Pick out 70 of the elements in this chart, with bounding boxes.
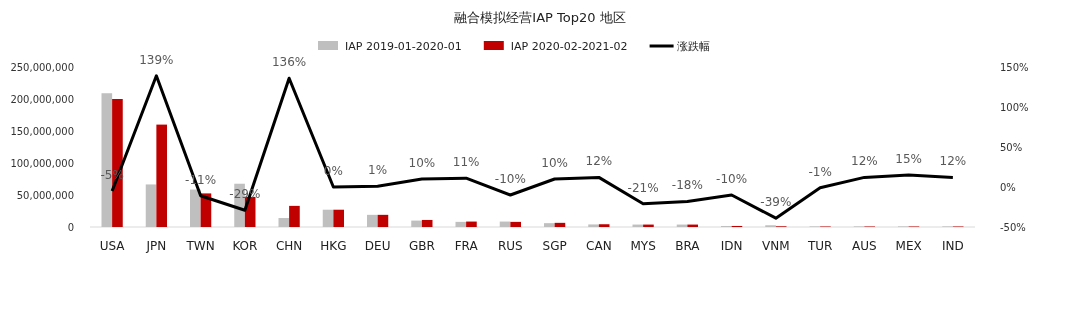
data-label: 11% (452, 155, 480, 170)
bar (289, 205, 300, 227)
data-label: 10% (541, 156, 568, 170)
bar (588, 224, 599, 227)
bar (322, 209, 334, 227)
legend-label: IAP 2019-01-2020-01 (345, 40, 462, 53)
data-label: -39% (760, 195, 792, 210)
legend-label: 涨跌幅 (676, 40, 710, 53)
y2-tick-label: 0% (1000, 182, 1016, 193)
bar (455, 221, 467, 227)
y-tick-label: 150,000,000 (10, 126, 74, 137)
data-label: -5% (100, 168, 124, 182)
x-tick-label: GBR (408, 239, 435, 253)
data-label: -21% (627, 180, 659, 195)
x-tick-label: MYS (630, 239, 656, 253)
x-tick-label: KOR (232, 239, 258, 253)
bar (510, 221, 521, 227)
data-label: 12% (585, 154, 613, 169)
bar (377, 214, 389, 227)
legend-label: IAP 2020-02-2021-02 (510, 40, 628, 53)
data-label: 1% (368, 163, 388, 178)
x-tick-label: AUS (852, 239, 877, 253)
bar (411, 220, 422, 227)
data-label: -10% (494, 172, 526, 186)
data-label: -1% (808, 164, 832, 179)
bar (367, 214, 378, 227)
x-tick-label: CHN (275, 239, 303, 253)
x-tick-label: MEX (895, 239, 922, 253)
y2-tick-label: -50% (1000, 222, 1026, 233)
x-tick-label: SGP (542, 239, 567, 253)
bar (333, 209, 344, 227)
data-label: 12% (939, 154, 967, 169)
x-tick-label: TWN (185, 239, 215, 253)
x-tick-label: DEU (364, 239, 391, 253)
y-tick-label: 0 (67, 222, 74, 233)
x-tick-label: USA (99, 239, 126, 253)
y2-tick-label: 100% (1000, 102, 1029, 113)
chart-title: 融合模拟经营IAP Top20 地区 (454, 10, 626, 25)
x-tick-label: CAN (586, 239, 612, 253)
bar (421, 219, 433, 227)
data-label: 139% (139, 52, 174, 67)
x-tick-label: IDN (720, 239, 743, 253)
data-label: -18% (671, 178, 703, 193)
bar (278, 218, 290, 227)
y-tick-label: 250,000,000 (10, 62, 74, 73)
y-tick-label: 50,000,000 (16, 190, 74, 201)
x-tick-label: RUS (498, 239, 523, 253)
data-label: 15% (895, 152, 922, 166)
x-tick-label: IND (941, 239, 964, 253)
data-label: 136% (271, 55, 307, 70)
x-tick-label: HKG (320, 239, 347, 253)
y2-tick-label: 150% (1000, 62, 1029, 73)
bar (598, 224, 610, 227)
x-tick-label: TUR (806, 239, 833, 253)
bar (544, 223, 555, 227)
bar (554, 222, 566, 227)
bar (145, 184, 157, 227)
y-tick-label: 100,000,000 (10, 158, 74, 169)
bar (156, 124, 167, 227)
y-tick-label: 200,000,000 (10, 94, 74, 105)
x-tick-label: FRA (454, 239, 479, 253)
y2-tick-label: 50% (1000, 142, 1023, 153)
x-tick-label: JPN (145, 239, 167, 253)
x-tick-label: BRA (675, 239, 701, 253)
data-label: 10% (408, 156, 436, 170)
bar (190, 189, 201, 227)
bar (466, 221, 477, 227)
data-label: 12% (851, 154, 878, 169)
x-tick-label: VNM (762, 239, 790, 253)
data-label: -10% (716, 172, 748, 186)
